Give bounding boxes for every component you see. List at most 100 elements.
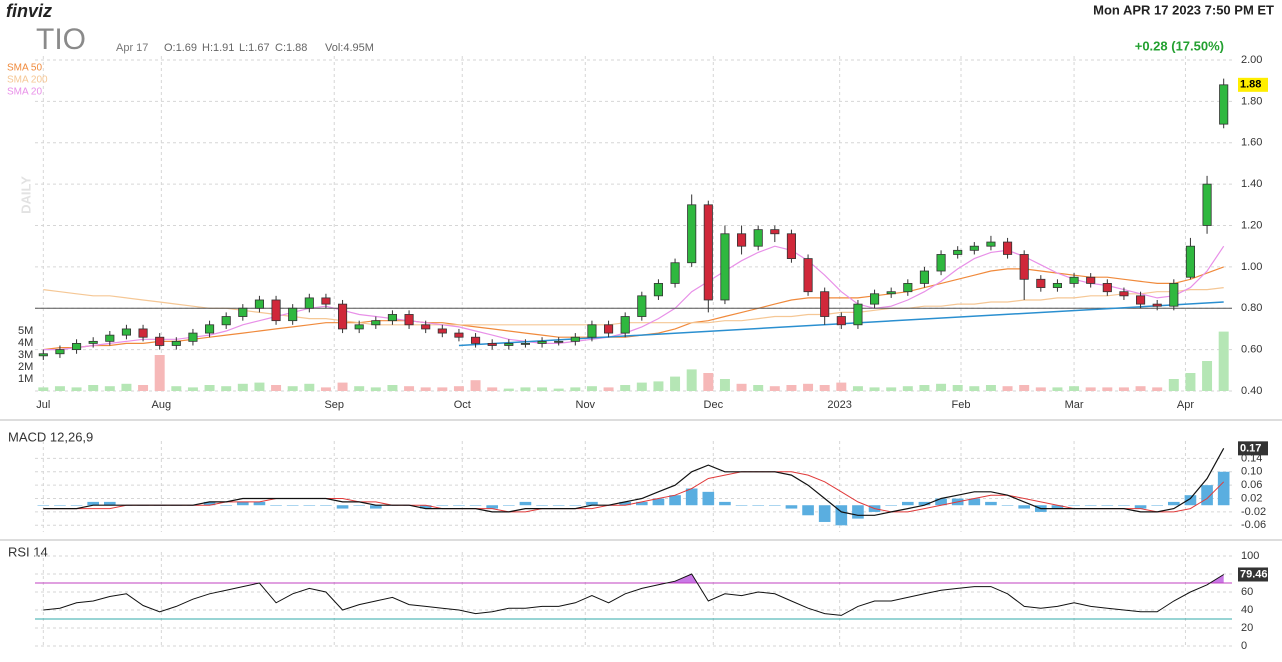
candle-body [121,328,131,336]
candle [753,225,763,251]
candle [969,242,979,255]
candle [55,345,65,358]
candle-body [437,328,447,334]
y-tick-label: 60 [1241,586,1253,598]
candle-body [504,343,514,346]
candle [537,337,547,348]
candle [88,337,98,348]
candle [504,339,514,350]
volume-bar [886,387,897,391]
candle [853,299,863,329]
volume-bar [852,386,863,391]
macd-histogram-bar [768,505,781,506]
macd-histogram-bar [1001,505,1014,506]
current-value-box [1238,441,1268,456]
volume-bar [620,385,631,391]
y-tick-label: 1.60 [1241,137,1262,149]
candle [786,229,796,263]
candle-body [88,340,98,344]
candle [121,324,131,340]
x-tick-label: Oct [454,399,471,411]
candle [803,254,813,296]
volume-bar [1135,386,1146,391]
candle-body [471,336,481,344]
macd-histogram-bar [87,501,100,506]
candle [886,287,896,298]
macd-histogram-bar [37,505,50,506]
volume-bar [1102,387,1113,391]
candle [1219,78,1229,129]
volume-bar [1035,387,1046,391]
volume-bar [985,385,996,391]
macd-histogram-bar [436,505,449,506]
volume-bar [653,381,664,391]
volume-bar [171,386,182,391]
candle [155,333,165,350]
candle-body [587,324,597,338]
candle [205,320,215,338]
candle [1036,275,1046,292]
volume-bar [786,385,797,391]
candle-body [953,249,963,255]
volume-bar [537,387,548,391]
volume-bar [1185,373,1196,391]
volume-bar [470,380,481,391]
volume-bar [686,369,697,391]
candle [1119,287,1129,300]
macd-histogram-bar [270,505,282,506]
candle-body [853,303,863,326]
candle-body [986,241,996,247]
candle [471,333,481,348]
candle [1069,273,1079,288]
macd-histogram-bar [369,505,382,509]
candle-body [271,299,281,322]
volume-bar [437,387,448,391]
macd-histogram-bar [885,505,898,506]
y-tick-label: 1.40 [1241,178,1262,190]
candle-body [903,283,913,293]
macd-histogram-bar [669,495,681,506]
volume-bar [520,387,531,391]
candle [653,279,663,300]
date: Apr 17 [116,42,148,54]
macd-histogram-bar [652,498,665,506]
logo[interactable]: finviz [6,1,52,21]
volume-bar [104,386,115,391]
x-tick-label: Sep [324,399,344,411]
volume-bar [38,387,49,391]
volume-tick-label: 1M [18,373,33,385]
macd-histogram-bar [1151,505,1164,506]
ticker: TIO [36,23,86,56]
macd-histogram-bar [1101,505,1114,506]
candle [1086,273,1096,288]
change: +0.28 (17.50%) [1135,38,1224,53]
candle-body [919,270,929,284]
y-tick-label: 100 [1241,550,1259,562]
x-tick-label: Feb [952,399,971,411]
volume-bar [753,385,764,391]
rsi-line [43,573,1224,616]
volume-bar [936,383,947,391]
candle-body [653,283,663,297]
legend-entry: SMA 200 [7,75,48,86]
macd-line [43,448,1225,516]
candle-body [288,307,298,322]
macd-histogram-bar [103,501,116,506]
macd-histogram-bar [1184,495,1197,506]
macd-histogram-bar [519,501,532,506]
y-tick-label: 0.80 [1241,302,1262,314]
volume-bar [487,387,498,391]
macd-histogram-bar [253,501,266,506]
y-tick-label: 0.10 [1241,466,1262,478]
volume-bar [1218,331,1229,391]
candle-body [105,334,115,342]
candle [670,258,680,288]
y-tick-label: -0.02 [1241,506,1266,518]
candle [1202,175,1212,234]
candle-body [670,262,680,284]
volume-bar [370,387,381,391]
x-tick-label: Aug [152,399,172,411]
candle-body [72,343,82,351]
candle [870,289,880,309]
candle-body [687,204,697,264]
